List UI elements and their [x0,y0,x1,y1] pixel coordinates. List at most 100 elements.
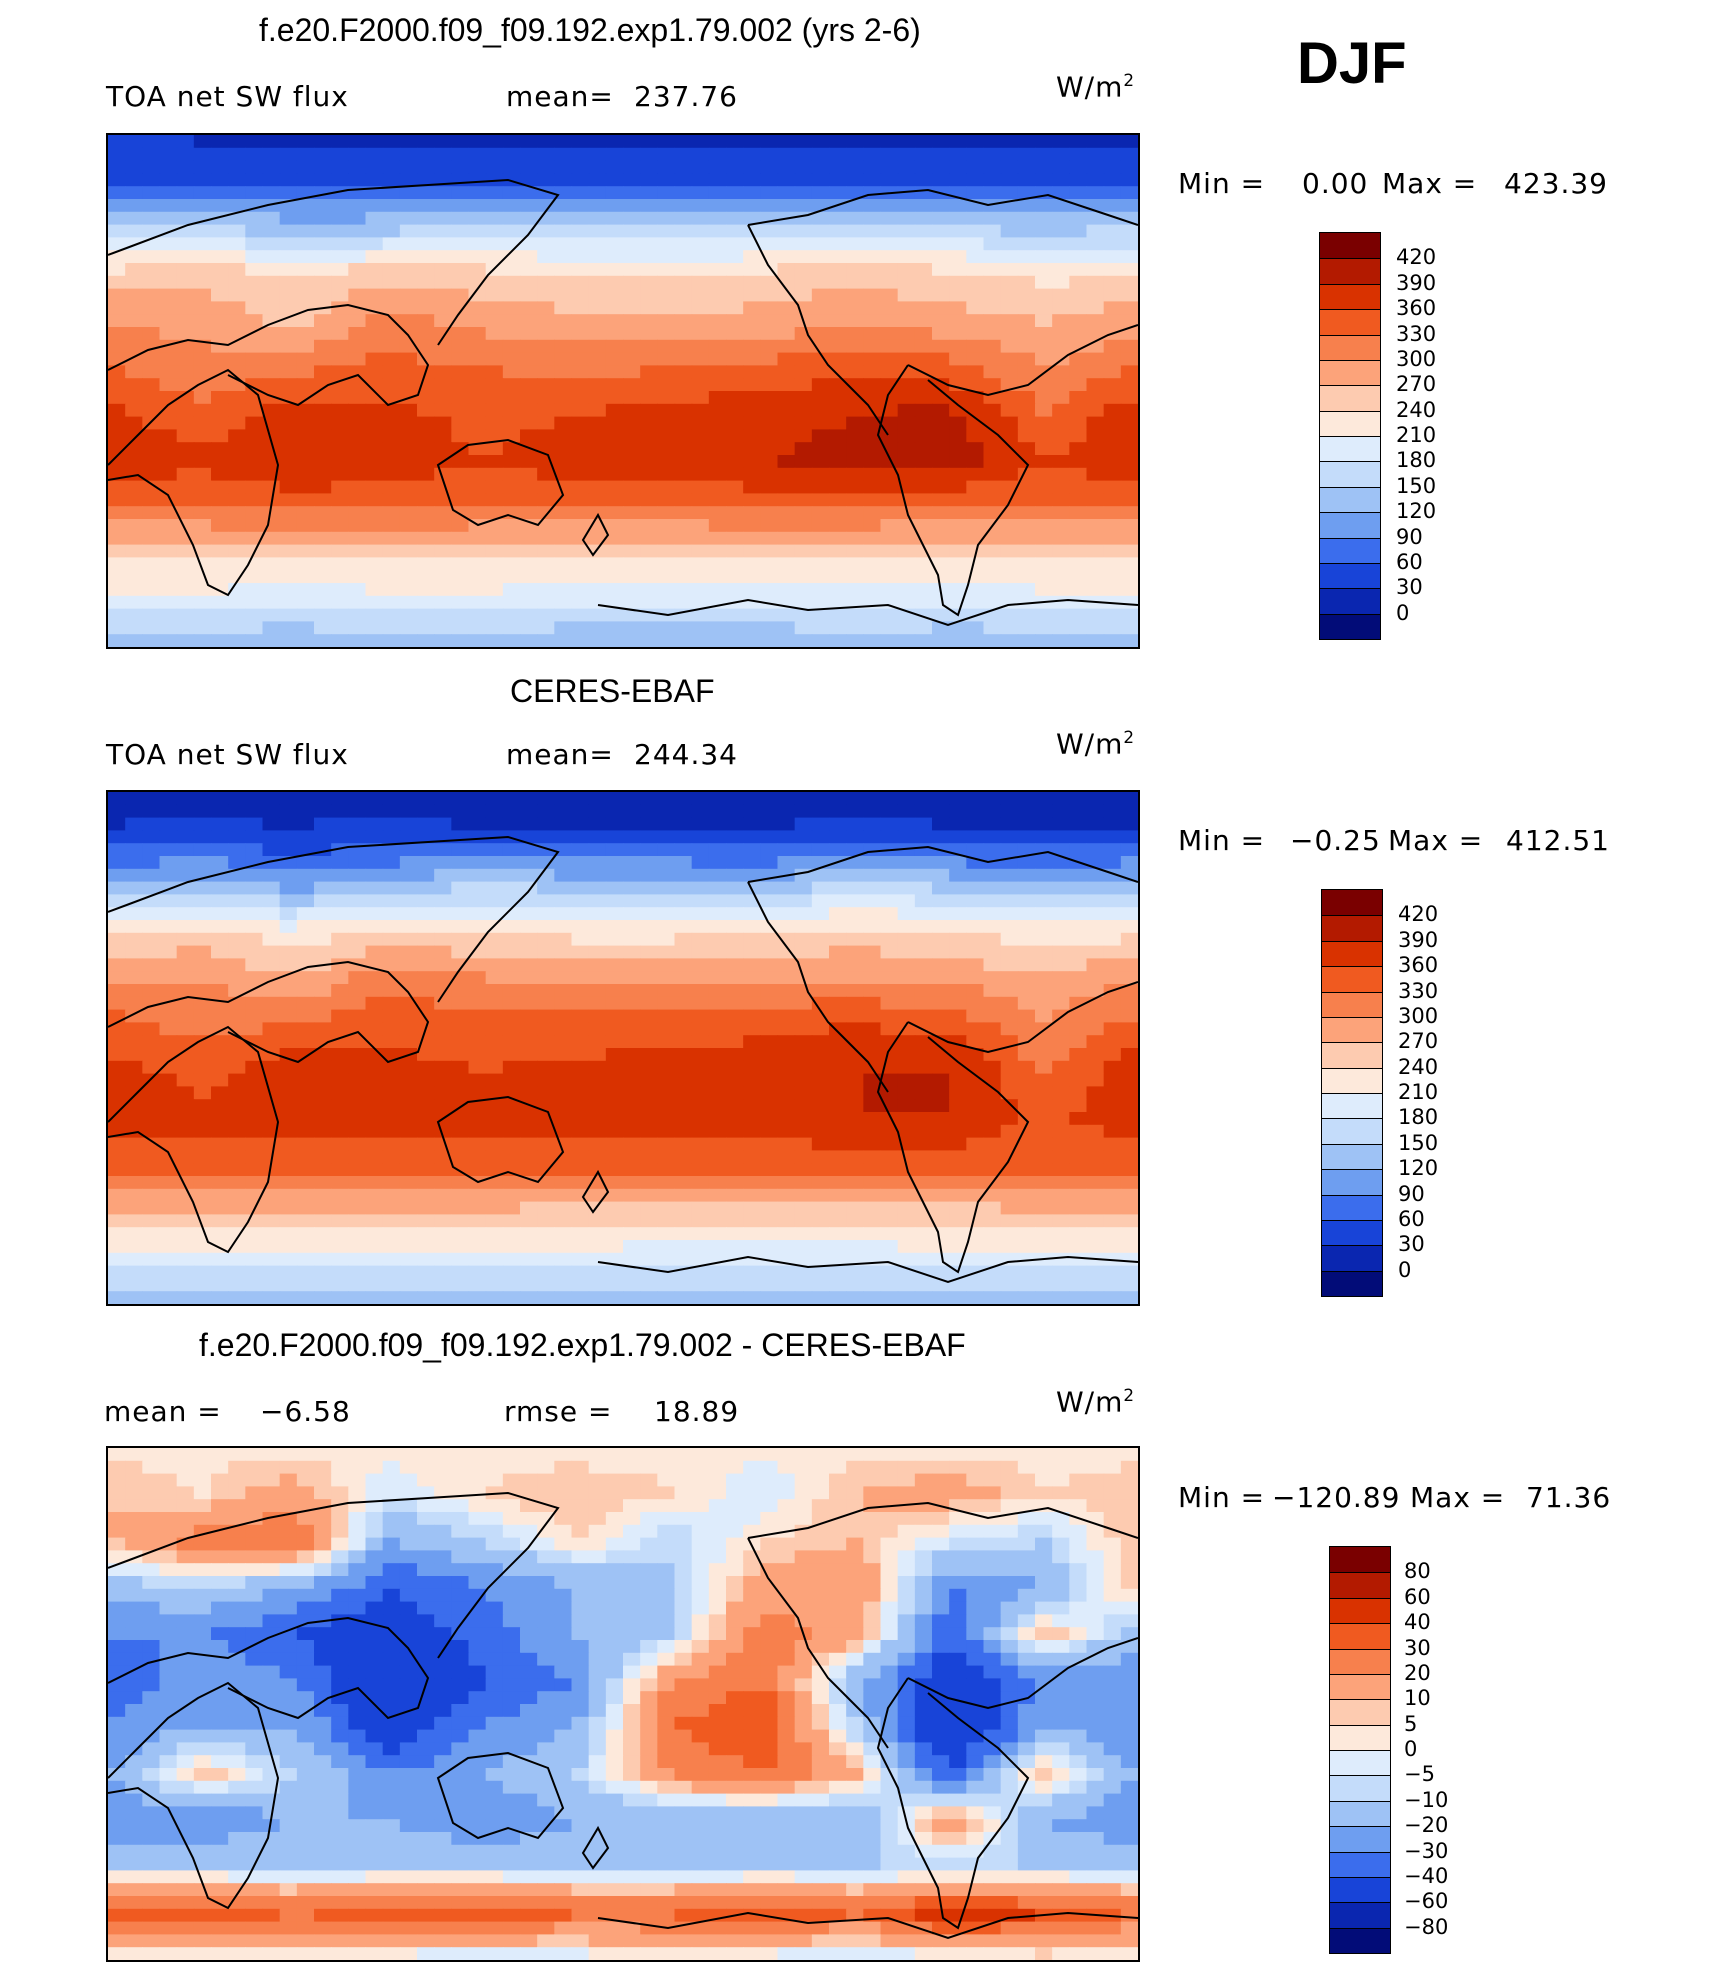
heat-cell [1035,289,1053,302]
heat-cell [451,856,469,869]
heat-cell [400,1112,418,1125]
heat-cell [863,186,881,199]
heat-cell [881,506,899,519]
heat-cell [881,212,899,225]
heat-cell [400,1176,418,1189]
heat-cell [795,1253,813,1266]
heat-cell [383,1189,401,1202]
heat-cell [726,148,744,161]
heat-cell [125,301,143,314]
heat-cell [675,570,693,583]
heat-cell [537,1448,555,1461]
heat-cell [1087,455,1105,468]
heat-cell [726,212,744,225]
heat-cell [486,1291,504,1304]
heat-cell [692,1189,710,1202]
heat-cell [1001,621,1019,634]
heat-cell [245,442,263,455]
heat-cell [743,1189,761,1202]
heat-cell [692,493,710,506]
heat-cell [1052,1086,1070,1099]
heat-cell [949,882,967,895]
heat-cell [589,830,607,843]
heat-cell [486,493,504,506]
heat-cell [263,869,281,882]
heat-cell [657,442,675,455]
heat-cell [984,173,1002,186]
heat-cell [1052,506,1070,519]
heat-cell [898,984,916,997]
heat-cell [743,1240,761,1253]
heat-cell [142,212,160,225]
heat-cell [400,1074,418,1087]
heat-cell [709,1176,727,1189]
heat-cell [949,1176,967,1189]
heat-cell [228,161,246,174]
heat-cell [417,148,435,161]
heat-cell [743,609,761,622]
heat-cell [486,161,504,174]
heat-cell [469,1086,487,1099]
heat-cell [348,1461,366,1474]
heat-cell [142,634,160,647]
heat-cell [829,468,847,481]
heat-cell [451,1291,469,1304]
heat-cell [1035,481,1053,494]
heat-cell [125,1278,143,1291]
heat-cell [160,250,178,263]
heat-cell [297,263,315,276]
heat-cell [692,225,710,238]
heat-cell [675,276,693,289]
heat-cell [692,843,710,856]
heat-cell [194,455,212,468]
heat-cell [348,545,366,558]
heat-cell [984,805,1002,818]
heat-cell [1104,1061,1122,1074]
heat-cell [469,1189,487,1202]
heat-cell [125,250,143,263]
heat-cell [142,830,160,843]
heat-cell [795,570,813,583]
heat-cell [451,391,469,404]
heat-cell [1052,1448,1070,1461]
heat-cell [726,442,744,455]
heat-cell [743,1086,761,1099]
heat-cell [829,621,847,634]
heat-cell [417,596,435,609]
heat-cell [108,429,126,442]
heat-cell [692,869,710,882]
heat-cell [606,933,624,946]
heat-cell [984,314,1002,327]
heat-cell [263,173,281,186]
heat-cell [795,843,813,856]
heat-cell [125,1227,143,1240]
heat-cell [125,843,143,856]
heat-cell [263,1448,281,1461]
heat-cell [297,1278,315,1291]
heat-cell [915,1448,933,1461]
heat-cell [846,455,864,468]
heat-cell [520,1461,538,1474]
heat-cell [623,971,641,984]
heat-cell [778,1448,796,1461]
heat-cell [966,1189,984,1202]
heat-cell [932,971,950,984]
heat-cell [675,429,693,442]
heat-cell [366,1461,384,1474]
heat-cell [881,1278,899,1291]
heat-cell [589,135,607,148]
heat-cell [640,1240,658,1253]
heat-cell [1001,830,1019,843]
heat-cell [1035,404,1053,417]
heat-cell [984,1202,1002,1215]
heat-cell [177,805,195,818]
heat-cell [726,532,744,545]
heat-cell [383,545,401,558]
heat-cell [417,417,435,430]
heat-cell [675,417,693,430]
heat-cell [915,199,933,212]
heat-cell [915,984,933,997]
heat-cell [692,1176,710,1189]
heat-cell [846,1291,864,1304]
heat-cell [434,958,452,971]
